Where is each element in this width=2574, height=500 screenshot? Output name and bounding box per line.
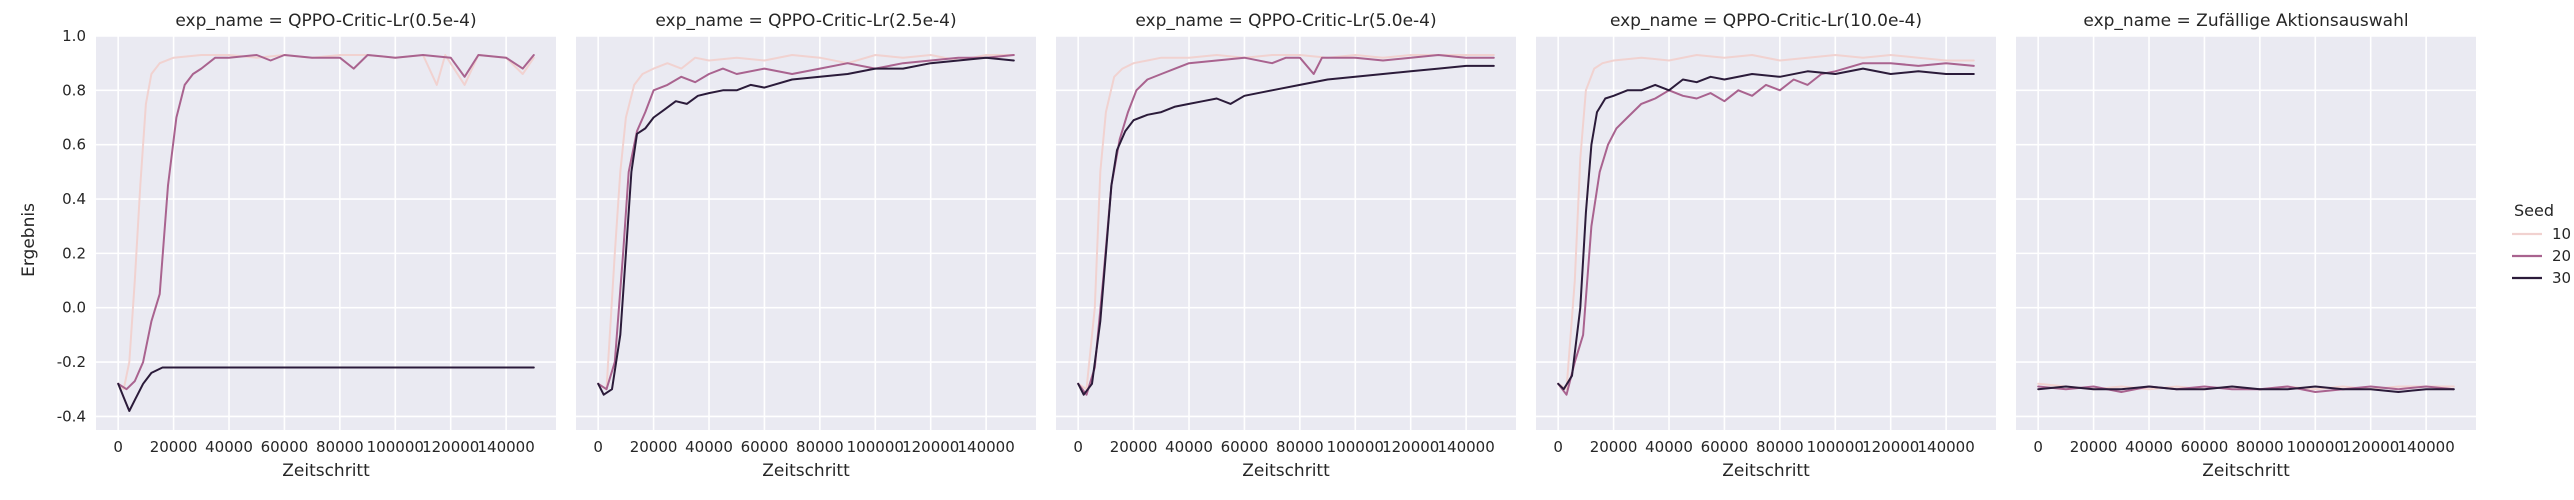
chart-panels: exp_name = QPPO-Critic-Lr(0.5e-4) 0 20000 4…	[57, 11, 2476, 481]
x-tick-label: 120000	[422, 438, 479, 456]
panel-title: exp_name = QPPO-Critic-Lr(10.0e-4)	[1610, 11, 1922, 31]
x-tick-label: 120000	[1862, 438, 1919, 456]
series-line-seed-20	[597, 54, 1015, 391]
x-tick-label: 40000	[685, 438, 733, 456]
x-tick-label: 40000	[205, 438, 253, 456]
x-tick-label: 100000	[1327, 438, 1384, 456]
plot-area	[96, 36, 556, 430]
x-tick-label: 80000	[1276, 438, 1324, 456]
x-tick-label: 120000	[902, 438, 959, 456]
series-line-seed-30	[117, 366, 535, 412]
x-tick-label: 20000	[1590, 438, 1638, 456]
panel-title: exp_name = QPPO-Critic-Lr(2.5e-4)	[655, 11, 956, 31]
x-tick-label: 0	[113, 438, 123, 456]
x-tick-label: 20000	[630, 438, 678, 456]
x-tick-label: 80000	[796, 438, 844, 456]
panel-title: exp_name = QPPO-Critic-Lr(0.5e-4)	[175, 11, 476, 31]
y-axis-label: Ergebnis	[19, 203, 39, 277]
y-tick-label: 0.6	[62, 136, 86, 154]
x-tick-label: 140000	[1437, 438, 1494, 456]
plot-area	[1056, 36, 1516, 430]
series-line-seed-10	[597, 54, 1015, 391]
y-tick-label: 1.0	[62, 27, 86, 45]
x-tick-label: 60000	[261, 438, 309, 456]
x-tick-label: 140000	[1917, 438, 1974, 456]
legend-label-seed-20: 20	[2552, 247, 2571, 265]
x-tick-label: 40000	[1165, 438, 1213, 456]
y-tick-label: 0.8	[62, 81, 86, 99]
x-tick-label: 60000	[1221, 438, 1269, 456]
x-tick-label: 140000	[477, 438, 534, 456]
x-tick-label: 100000	[1807, 438, 1864, 456]
x-tick-label: 20000	[1110, 438, 1158, 456]
series-line-seed-10	[1077, 54, 1495, 391]
panel-5: exp_name = Zufällige Aktionsauswahl 0 2000…	[2016, 11, 2476, 481]
legend: Seed 10 20 30	[2512, 201, 2571, 287]
x-tick-label: 140000	[957, 438, 1014, 456]
series-line-seed-20	[117, 54, 535, 391]
x-tick-label: 40000	[2125, 438, 2173, 456]
x-tick-label: 60000	[1701, 438, 1749, 456]
panel-4: exp_name = QPPO-Critic-Lr(10.0e-4) 0 20000…	[1536, 11, 1996, 481]
x-tick-label: 40000	[1645, 438, 1693, 456]
x-tick-label: 0	[1553, 438, 1563, 456]
x-tick-label: 100000	[847, 438, 904, 456]
x-tick-label: 100000	[2287, 438, 2344, 456]
plot-area	[576, 36, 1036, 430]
x-axis-label: Zeitschritt	[1722, 461, 1810, 481]
y-tick-label: -0.4	[57, 407, 86, 425]
plot-area	[2016, 36, 2476, 430]
x-tick-label: 80000	[1756, 438, 1804, 456]
x-tick-label: 80000	[316, 438, 364, 456]
y-tick-label: 0.2	[62, 244, 86, 262]
y-tick-label: -0.2	[57, 353, 86, 371]
series-line-seed-30	[597, 56, 1015, 396]
series-line-seed-10	[1557, 54, 1975, 391]
panel-2: exp_name = QPPO-Critic-Lr(2.5e-4) 0 20000 4…	[576, 11, 1036, 481]
x-tick-label: 120000	[2342, 438, 2399, 456]
panel-title: exp_name = Zufällige Aktionsauswahl	[2083, 11, 2408, 31]
legend-label-seed-30: 30	[2552, 269, 2571, 287]
y-tick-label: 0.4	[62, 190, 86, 208]
y-tick-label: 0.0	[62, 299, 86, 317]
panel-3: exp_name = QPPO-Critic-Lr(5.0e-4) 0 20000 4…	[1056, 11, 1516, 481]
x-tick-label: 20000	[150, 438, 198, 456]
x-axis-label: Zeitschritt	[282, 461, 370, 481]
x-tick-label: 140000	[2397, 438, 2454, 456]
series-line-seed-30	[2037, 385, 2455, 393]
legend-label-seed-10: 10	[2552, 225, 2571, 243]
x-tick-label: 100000	[367, 438, 424, 456]
x-tick-label: 20000	[2070, 438, 2118, 456]
series-line-seed-30	[1077, 64, 1495, 396]
x-tick-label: 120000	[1382, 438, 1439, 456]
series-line-seed-30	[1557, 67, 1975, 391]
plot-area	[1536, 36, 1996, 430]
series-line-seed-20	[1557, 62, 1975, 396]
panel-title: exp_name = QPPO-Critic-Lr(5.0e-4)	[1135, 11, 1436, 31]
x-axis-label: Zeitschritt	[762, 461, 850, 481]
x-tick-label: 0	[1073, 438, 1083, 456]
x-axis-label: Zeitschritt	[2202, 461, 2290, 481]
x-tick-label: 0	[2033, 438, 2043, 456]
x-tick-label: 60000	[741, 438, 789, 456]
x-tick-label: 60000	[2181, 438, 2229, 456]
panel-1: exp_name = QPPO-Critic-Lr(0.5e-4) 0 20000 4…	[57, 11, 556, 481]
legend-title: Seed	[2514, 201, 2554, 220]
x-axis-label: Zeitschritt	[1242, 461, 1330, 481]
x-tick-label: 80000	[2236, 438, 2284, 456]
x-tick-label: 0	[593, 438, 603, 456]
